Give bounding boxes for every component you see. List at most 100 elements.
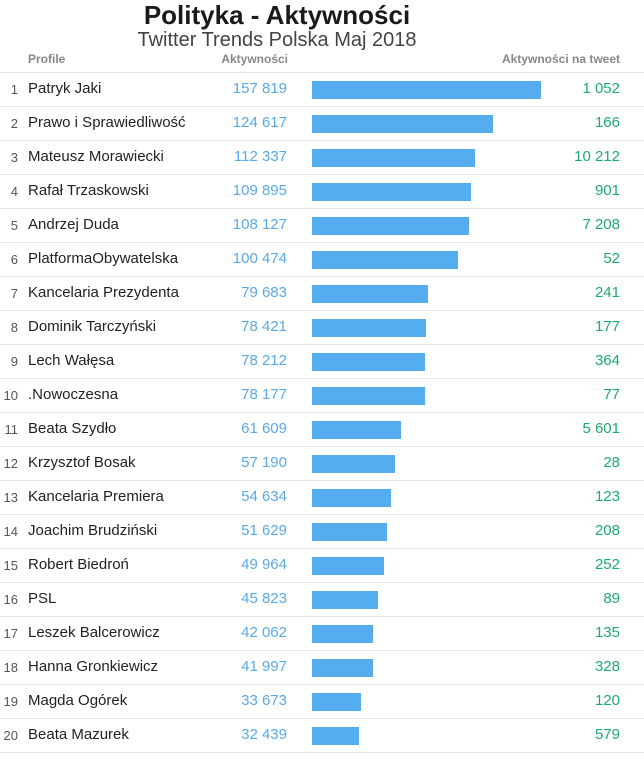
activities-value: 78 421 <box>241 318 287 335</box>
rank-label: 14 <box>3 524 18 539</box>
chart-subtitle: Twitter Trends Polska Maj 2018 <box>137 29 417 51</box>
table-row: 17 Leszek Balcerowicz 42 062 135 <box>0 616 644 651</box>
per-tweet-value: 241 <box>594 284 620 301</box>
activities-value: 112 337 <box>233 148 287 165</box>
activities-bar <box>312 455 395 473</box>
profile-name: PSL <box>28 590 57 607</box>
activities-bar <box>312 319 426 337</box>
rank-label: 2 <box>10 116 18 131</box>
per-tweet-value: 252 <box>594 556 620 573</box>
per-tweet-value: 579 <box>594 726 620 743</box>
activities-bar <box>312 251 458 269</box>
column-header-activities: Aktywności <box>221 52 288 66</box>
table-row: 7 Kancelaria Prezydenta 79 683 241 <box>0 276 644 311</box>
rank-label: 6 <box>10 252 18 267</box>
column-header-per-tweet: Aktywności na tweet <box>501 52 620 66</box>
activities-bar <box>312 693 361 711</box>
table-row: 11 Beata Szydło 61 609 5 601 <box>0 412 644 447</box>
profile-name: Patryk Jaki <box>28 80 102 97</box>
activities-bar <box>312 727 359 745</box>
activities-bar <box>312 149 475 167</box>
table-row: 14 Joachim Brudziński 51 629 208 <box>0 514 644 549</box>
activities-value: 54 634 <box>241 488 287 505</box>
table-row: 5 Andrzej Duda 108 127 7 208 <box>0 208 644 243</box>
per-tweet-value: 364 <box>594 352 620 369</box>
rank-label: 7 <box>10 286 18 301</box>
table-row: 8 Dominik Tarczyński 78 421 177 <box>0 310 644 345</box>
per-tweet-value: 123 <box>594 488 620 505</box>
activities-bar <box>312 625 373 643</box>
table-row: 19 Magda Ogórek 33 673 120 <box>0 684 644 719</box>
activities-bar <box>312 591 378 609</box>
activities-value: 79 683 <box>241 284 287 301</box>
rank-label: 9 <box>10 354 18 369</box>
profile-name: Kancelaria Prezydenta <box>28 284 179 301</box>
activities-value: 157 819 <box>232 80 287 97</box>
table-row: 9 Lech Wałęsa 78 212 364 <box>0 344 644 379</box>
rank-label: 15 <box>3 558 18 573</box>
rank-label: 16 <box>3 592 18 607</box>
rank-label: 19 <box>3 694 18 709</box>
activities-value: 45 823 <box>241 590 287 607</box>
per-tweet-value: 77 <box>603 386 620 403</box>
table-row: 1 Patryk Jaki 157 819 1 052 <box>0 72 644 107</box>
per-tweet-value: 901 <box>594 182 620 199</box>
rank-label: 4 <box>10 184 18 199</box>
profile-name: Mateusz Morawiecki <box>28 148 164 165</box>
profile-name: Rafał Trzaskowski <box>28 182 149 199</box>
chart-title: Polityka - Aktywności <box>143 0 411 30</box>
rank-label: 10 <box>3 388 18 403</box>
activities-bar <box>312 353 425 371</box>
profile-name: .Nowoczesna <box>28 386 119 403</box>
table-bottom-divider <box>0 752 644 753</box>
activities-value: 109 895 <box>232 182 287 199</box>
rank-label: 17 <box>3 626 18 641</box>
rank-label: 12 <box>3 456 18 471</box>
profile-name: Beata Szydło <box>28 420 117 437</box>
activities-bar <box>312 659 373 677</box>
per-tweet-value: 120 <box>594 692 620 709</box>
table-row: 3 Mateusz Morawiecki 112 337 10 212 <box>0 140 644 175</box>
profile-name: Leszek Balcerowicz <box>28 624 160 641</box>
profile-name: Krzysztof Bosak <box>28 454 136 471</box>
rank-label: 3 <box>10 150 18 165</box>
table-row: 6 PlatformaObywatelska 100 474 52 <box>0 242 644 277</box>
activities-bar <box>312 217 469 235</box>
table-row: 20 Beata Mazurek 32 439 579 <box>0 718 644 753</box>
per-tweet-value: 89 <box>603 590 620 607</box>
profile-name: PlatformaObywatelska <box>28 250 179 267</box>
activities-bar <box>312 523 387 541</box>
table-row: 2 Prawo i Sprawiedliwość 124 617 166 <box>0 106 644 141</box>
profile-name: Beata Mazurek <box>28 726 129 743</box>
activities-bar <box>312 285 428 303</box>
activities-bar <box>312 421 401 439</box>
per-tweet-value: 1 052 <box>582 80 620 97</box>
table-row: 12 Krzysztof Bosak 57 190 28 <box>0 446 644 481</box>
profile-name: Hanna Gronkiewicz <box>28 658 159 675</box>
activities-value: 41 997 <box>241 658 287 675</box>
activities-value: 124 617 <box>232 114 287 131</box>
profile-name: Lech Wałęsa <box>28 352 115 369</box>
activities-value: 57 190 <box>241 454 287 471</box>
activities-value: 100 474 <box>232 250 287 267</box>
activities-bar <box>312 387 425 405</box>
rank-label: 5 <box>10 218 18 233</box>
profile-name: Dominik Tarczyński <box>28 318 157 335</box>
profile-name: Magda Ogórek <box>28 692 128 709</box>
profile-name: Prawo i Sprawiedliwość <box>28 114 186 131</box>
table-row: 18 Hanna Gronkiewicz 41 997 328 <box>0 650 644 685</box>
table-row: 4 Rafał Trzaskowski 109 895 901 <box>0 174 644 209</box>
activities-value: 61 609 <box>241 420 287 437</box>
profile-name: Joachim Brudziński <box>28 522 158 539</box>
table-row: 16 PSL 45 823 89 <box>0 582 644 617</box>
column-header-profile: Profile <box>28 52 66 66</box>
activities-bar <box>312 557 384 575</box>
per-tweet-value: 28 <box>603 454 620 471</box>
rank-label: 20 <box>3 728 18 743</box>
rank-label: 13 <box>3 490 18 505</box>
per-tweet-value: 10 212 <box>574 148 620 165</box>
activities-value: 78 212 <box>241 352 287 369</box>
activities-value: 33 673 <box>241 692 287 709</box>
per-tweet-value: 135 <box>594 624 620 641</box>
activities-value: 108 127 <box>232 216 287 233</box>
